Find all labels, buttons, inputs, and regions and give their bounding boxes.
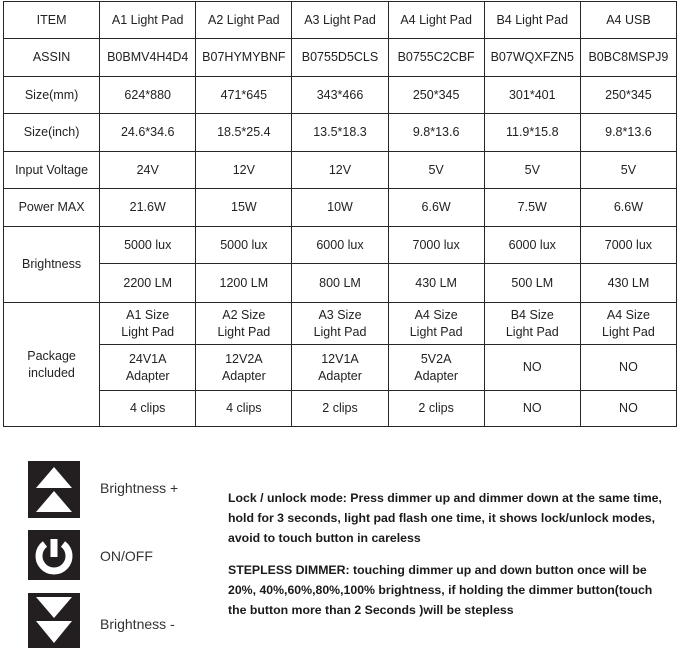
- spec-table: ITEM A1 Light Pad A2 Light Pad A3 Light Pad…: [2, 1, 678, 427]
- brightness-lux-row: Brightness 5000 lux 5000 lux 6000 lux 7000 l…: [2, 226, 678, 303]
- lux-cell: 7000 lux: [387, 226, 485, 264]
- brightness-lm-row: 2200 LM 1200 LM 800 LM 430 LM 500 LM 430 LM: [4, 263, 678, 303]
- table-cell: 5V: [579, 151, 678, 189]
- package-cell: B4 Size Light Pad: [483, 302, 581, 345]
- package-cell: 2 clips: [291, 390, 389, 427]
- table-cell: B0755C2CBF: [387, 38, 485, 77]
- column-header: B4 Light Pad: [483, 1, 581, 39]
- column-header: A4 Light Pad: [387, 1, 485, 39]
- table-cell: 9.8*13.6: [387, 113, 485, 152]
- table-cell: B07HYMYBNF: [195, 38, 293, 77]
- table-cell: B0BMV4H4D4: [99, 38, 197, 77]
- on-off-label: ON/OFF: [100, 548, 153, 564]
- brightness-up-icon: [28, 461, 80, 518]
- table-cell: B07WQXFZN5: [483, 38, 581, 77]
- lock-mode-text: Lock / unlock mode: Press dimmer up and …: [228, 491, 662, 545]
- table-cell: 5V: [483, 151, 581, 189]
- table-cell: 10W: [291, 188, 389, 227]
- table-cell: 18.5*25.4: [195, 113, 293, 152]
- lux-cell: 5000 lux: [195, 226, 293, 264]
- lumen-cell: 2200 LM: [99, 263, 197, 303]
- table-row: ASSIN B0BMV4H4D4 B07HYMYBNF B0755D5CLS B0755…: [2, 38, 678, 77]
- package-cell: A4 Size Light Pad: [387, 302, 485, 345]
- package-cell: A4 Size Light Pad: [579, 302, 678, 345]
- lux-cell: 6000 lux: [483, 226, 581, 264]
- header-row: ITEM A1 Light Pad A2 Light Pad A3 Light Pad…: [2, 1, 678, 39]
- table-cell: 7.5W: [483, 188, 581, 227]
- table-cell: 24V: [99, 151, 197, 189]
- package-cell: 12V1A Adapter: [291, 344, 389, 391]
- package-cell: A3 Size Light Pad: [291, 302, 389, 345]
- package-cell: A1 Size Light Pad: [99, 302, 197, 345]
- stepless-dimmer-text: STEPLESS DIMMER: touching dimmer up and …: [228, 563, 653, 617]
- table-cell: 21.6W: [99, 188, 197, 227]
- package-cell: 5V2A Adapter: [387, 344, 485, 391]
- table-cell: 11.9*15.8: [483, 113, 581, 152]
- table-cell: 343*466: [291, 76, 389, 114]
- package-row-clips: 4 clips 4 clips 2 clips 2 clips NO NO: [4, 390, 678, 427]
- package-cell: NO: [579, 344, 678, 391]
- lux-cell: 7000 lux: [579, 226, 678, 264]
- row-label: Size(mm): [2, 76, 101, 114]
- package-cell: NO: [483, 344, 581, 391]
- lumen-cell: 430 LM: [579, 263, 678, 303]
- table-row: Size(inch) 24.6*34.6 18.5*25.4 13.5*18.3 9.8…: [2, 113, 678, 152]
- column-header: A1 Light Pad: [99, 1, 197, 39]
- package-cell: 4 clips: [195, 390, 293, 427]
- brightness-up-label: Brightness +: [100, 480, 179, 496]
- lumen-cell: 800 LM: [291, 263, 389, 303]
- table-cell: 6.6W: [579, 188, 678, 227]
- table-cell: 471*645: [195, 76, 293, 114]
- row-label: Power MAX: [2, 188, 101, 227]
- package-cell: NO: [579, 390, 678, 427]
- package-cell: 4 clips: [99, 390, 197, 427]
- table-cell: 5V: [387, 151, 485, 189]
- table-cell: 15W: [195, 188, 293, 227]
- item-header: ITEM: [2, 1, 101, 39]
- brightness-down-label: Brightness -: [100, 616, 175, 632]
- package-cell: NO: [483, 390, 581, 427]
- column-header: A3 Light Pad: [291, 1, 389, 39]
- package-row-adapter: 24V1A Adapter 12V2A Adapter 12V1A Adapter 5…: [4, 344, 678, 391]
- instructions: Lock / unlock mode: Press dimmer up and …: [228, 489, 673, 634]
- table-cell: 301*401: [483, 76, 581, 114]
- package-cell: 2 clips: [387, 390, 485, 427]
- lux-cell: 5000 lux: [99, 226, 197, 264]
- table-cell: 12V: [291, 151, 389, 189]
- table-cell: 12V: [195, 151, 293, 189]
- table-row: Size(mm) 624*880 471*645 343*466 250*345 301*…: [2, 76, 678, 114]
- package-cell: 24V1A Adapter: [99, 344, 197, 391]
- table-cell: B0BC8MSPJ9: [579, 38, 678, 77]
- table-cell: 250*345: [579, 76, 678, 114]
- lumen-cell: 1200 LM: [195, 263, 293, 303]
- table-cell: 250*345: [387, 76, 485, 114]
- column-header: A2 Light Pad: [195, 1, 293, 39]
- brightness-down-icon: [28, 593, 80, 648]
- table-cell: 624*880: [99, 76, 197, 114]
- row-label: Size(inch): [2, 113, 101, 152]
- column-header: A4 USB: [579, 1, 678, 39]
- table-cell: 6.6W: [387, 188, 485, 227]
- table-cell: 13.5*18.3: [291, 113, 389, 152]
- table-row: Power MAX 21.6W 15W 10W 6.6W 7.5W 6.6W: [2, 188, 678, 227]
- power-icon: [28, 530, 80, 580]
- row-label: Input Voltage: [2, 151, 101, 189]
- table-cell: B0755D5CLS: [291, 38, 389, 77]
- package-cell: A2 Size Light Pad: [195, 302, 293, 345]
- package-row-pad: Package included A1 Size Light Pad A2 Size…: [2, 302, 678, 427]
- lumen-cell: 430 LM: [387, 263, 485, 303]
- table-cell: 9.8*13.6: [579, 113, 678, 152]
- package-cell: 12V2A Adapter: [195, 344, 293, 391]
- table-cell: 24.6*34.6: [99, 113, 197, 152]
- brightness-label: Brightness: [2, 226, 101, 303]
- lux-cell: 6000 lux: [291, 226, 389, 264]
- package-label: Package included: [2, 302, 101, 427]
- row-label: ASSIN: [2, 38, 101, 77]
- table-row: Input Voltage 24V 12V 12V 5V 5V 5V: [2, 151, 678, 189]
- lumen-cell: 500 LM: [483, 263, 581, 303]
